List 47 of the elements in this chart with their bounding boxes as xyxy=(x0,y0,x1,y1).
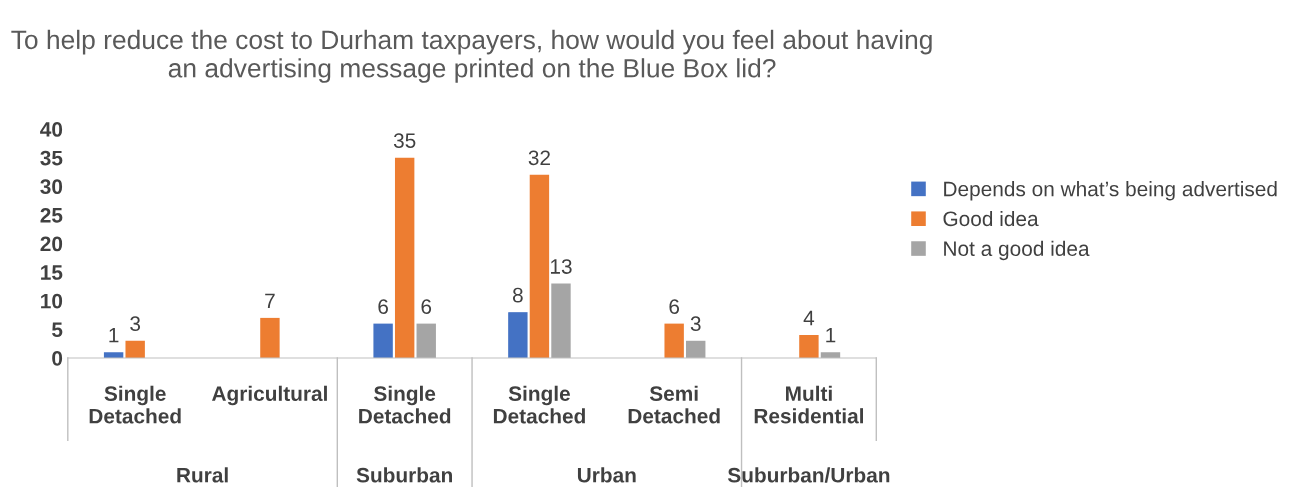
legend-label: Good idea xyxy=(943,210,1039,227)
bar xyxy=(416,323,436,358)
data-label: 6 xyxy=(669,299,680,314)
y-tick-label: 5 xyxy=(52,322,63,338)
bar xyxy=(373,323,393,358)
x-tick-label: Semi Detached xyxy=(628,385,720,424)
y-tick-label: 10 xyxy=(41,293,63,309)
chart-title: To help reduce the cost to Durham taxpayers, how would you feel about having an advertising message printed on the Blue Box lid? xyxy=(11,29,932,83)
data-label: 32 xyxy=(528,150,550,166)
data-label: 35 xyxy=(393,133,416,148)
legend-label: Depends on what’s being advertised xyxy=(944,181,1277,201)
data-label: 1 xyxy=(109,328,119,343)
bar xyxy=(664,323,684,358)
data-label: 4 xyxy=(803,310,815,326)
x-tick-label: Single Detached xyxy=(89,385,181,424)
y-tick-label: 0 xyxy=(52,350,63,366)
text: Suburban xyxy=(356,467,452,483)
text: Suburban/Urban xyxy=(727,467,890,483)
data-label: 3 xyxy=(130,316,141,332)
y-tick-label: 30 xyxy=(40,179,63,195)
bar xyxy=(508,312,528,358)
y-tick-label: 15 xyxy=(41,265,63,280)
text: Rural xyxy=(177,467,228,483)
x-tick-label: Single Detached xyxy=(359,385,451,424)
bar xyxy=(529,174,550,358)
data-label: 13 xyxy=(550,259,572,274)
data-label: 6 xyxy=(421,299,432,314)
bar xyxy=(394,157,415,358)
text: Urban xyxy=(577,467,636,483)
y-tick-label: 25 xyxy=(40,207,63,223)
bar xyxy=(125,340,145,358)
data-label: 1 xyxy=(826,328,836,343)
bar xyxy=(551,283,571,358)
bar xyxy=(799,335,819,358)
legend-label: Not a good idea xyxy=(944,240,1090,261)
data-label: 6 xyxy=(378,299,388,314)
x-tick-label: Single Detached xyxy=(493,385,585,424)
data-label: 8 xyxy=(512,287,523,303)
data-label: 3 xyxy=(690,316,701,332)
bar xyxy=(686,340,706,358)
y-tick-label: 35 xyxy=(40,150,63,166)
x-tick-label: Agricultural xyxy=(211,385,327,406)
x-tick-label: Multi Residential xyxy=(754,385,864,424)
bar xyxy=(260,317,280,358)
y-tick-label: 20 xyxy=(40,236,63,252)
y-tick-label: 40 xyxy=(40,122,63,137)
data-label: 7 xyxy=(265,293,275,309)
